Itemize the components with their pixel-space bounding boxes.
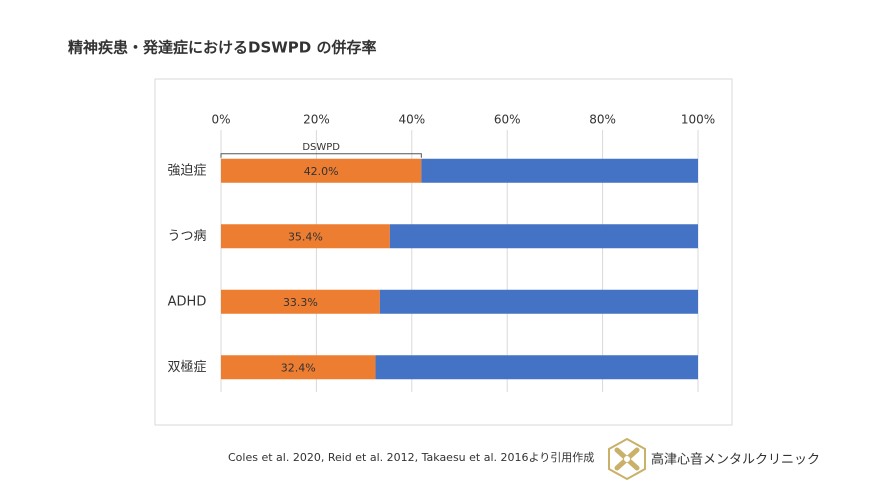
y-tick-label: 強迫症 <box>167 163 206 178</box>
bar-segment <box>375 355 698 380</box>
source-note: Coles et al. 2020, Reid et al. 2012, Tak… <box>228 450 594 464</box>
data-label: 33.3% <box>283 296 318 309</box>
bar-segment <box>379 289 698 314</box>
bar-segment <box>421 158 698 183</box>
data-label: 42.0% <box>304 165 339 178</box>
annotation-bracket <box>220 153 422 158</box>
slide-title: 精神疾患・発達症におけるDSWPD の併存率 <box>68 39 376 57</box>
x-tick-label: 40% <box>398 113 425 127</box>
data-label: 32.4% <box>281 361 316 374</box>
x-tick-label: 100% <box>681 113 715 127</box>
bar-segment <box>221 224 390 249</box>
chart: 0% 20% 40% 60% 80% 100% 強迫症 42.0% うつ病 35.4% ADHD 33… <box>167 113 715 392</box>
bar-segment <box>389 224 698 249</box>
clinic-logo <box>608 437 646 481</box>
clinic-name: 高津心音メンタルクリニック <box>651 452 820 468</box>
y-tick-label: 双極症 <box>167 359 206 375</box>
x-tick-label: 0% <box>211 113 230 127</box>
annotation-label: DSWPD <box>302 142 340 153</box>
y-tick-label: ADHD <box>168 294 207 309</box>
x-tick-label: 80% <box>589 113 616 127</box>
bar-segment <box>221 355 376 380</box>
x-tick-label: 60% <box>494 113 521 127</box>
bar-segment <box>221 158 422 183</box>
y-tick-label: うつ病 <box>167 229 206 244</box>
data-label: 35.4% <box>288 230 323 243</box>
bar-segment <box>221 289 380 314</box>
x-tick-label: 20% <box>303 113 330 127</box>
